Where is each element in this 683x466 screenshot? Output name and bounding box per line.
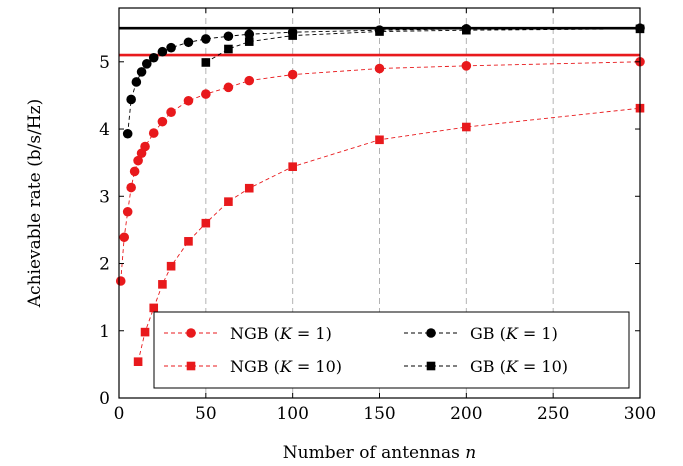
y-tick-label: 2 xyxy=(99,255,110,275)
series-3 xyxy=(122,23,645,139)
y-axis-label: Achievable rate (b/s/Hz) xyxy=(25,99,45,308)
series-4 xyxy=(201,24,645,67)
data-point xyxy=(375,135,384,145)
y-tick-label: 4 xyxy=(99,120,110,140)
data-point xyxy=(288,162,297,171)
legend-label: GB (K = 1) xyxy=(470,324,558,343)
series-line xyxy=(205,28,641,63)
data-point xyxy=(126,182,136,193)
data-point xyxy=(201,89,211,99)
data-point xyxy=(166,42,176,53)
x-tick-label: 200 xyxy=(450,404,482,424)
data-point xyxy=(157,116,168,127)
data-point xyxy=(140,327,150,337)
x-tick-label: 150 xyxy=(363,404,395,424)
y-tick-label: 3 xyxy=(99,187,110,207)
data-point xyxy=(244,37,254,46)
data-point xyxy=(462,25,471,35)
series-line xyxy=(127,27,641,134)
data-point xyxy=(462,122,471,132)
data-point xyxy=(166,261,176,271)
legend-box xyxy=(153,311,630,389)
data-point xyxy=(201,58,211,67)
data-point xyxy=(122,206,133,217)
legend-label: NGB (K = 10) xyxy=(230,357,342,376)
data-point xyxy=(133,357,143,366)
data-point xyxy=(136,67,147,77)
data-point xyxy=(131,77,142,87)
y-tick-label: 1 xyxy=(99,322,110,342)
data-point xyxy=(244,183,254,193)
legend-marker xyxy=(426,328,436,338)
data-point xyxy=(157,46,168,57)
legend-item: GB (K = 10) xyxy=(404,357,568,376)
data-point xyxy=(244,75,255,86)
data-point xyxy=(287,69,298,80)
legend-label: NGB (K = 1) xyxy=(230,324,332,343)
data-point xyxy=(374,63,385,74)
data-point xyxy=(183,37,194,48)
legend-label: GB (K = 10) xyxy=(470,357,568,376)
x-tick-label: 100 xyxy=(276,404,308,424)
data-point xyxy=(183,95,194,106)
legend-marker xyxy=(186,328,196,338)
data-point xyxy=(122,128,133,139)
legend-marker xyxy=(186,361,196,371)
data-point xyxy=(288,31,297,40)
data-point xyxy=(148,52,159,63)
data-point xyxy=(201,34,211,44)
y-tick-label: 0 xyxy=(99,389,110,409)
legend-item: GB (K = 1) xyxy=(404,324,558,343)
data-point xyxy=(223,82,234,93)
data-point xyxy=(184,237,193,246)
data-point xyxy=(158,280,167,289)
data-point xyxy=(133,155,143,166)
data-point xyxy=(148,128,159,138)
data-point xyxy=(224,197,233,206)
series-1 xyxy=(115,56,645,286)
data-point xyxy=(223,31,234,42)
legend-marker xyxy=(426,361,436,371)
data-point xyxy=(166,107,176,118)
legend: NGB (K = 1) GB (K = 1) NGB (K = 10) GB (K =… xyxy=(153,311,630,389)
x-tick-label: 50 xyxy=(195,404,217,424)
data-point xyxy=(149,303,159,313)
data-point xyxy=(129,166,140,177)
legend-item: NGB (K = 1) xyxy=(164,324,332,343)
x-axis-label: Number of antennas n xyxy=(283,443,476,463)
y-tick-label: 5 xyxy=(99,53,110,73)
data-point xyxy=(224,44,233,54)
axis-ticks: 0 50 100 150 200 250 300 0 1 2 3 4 5 xyxy=(99,8,656,424)
data-point xyxy=(244,29,255,40)
legend-item: NGB (K = 10) xyxy=(164,357,342,376)
x-tick-label: 0 xyxy=(114,404,125,424)
series-line xyxy=(120,61,641,282)
data-point xyxy=(375,27,384,36)
x-tick-label: 250 xyxy=(537,404,569,424)
data-point xyxy=(126,94,136,105)
data-point xyxy=(201,218,211,228)
x-tick-label: 300 xyxy=(624,404,656,424)
data-point xyxy=(119,232,130,243)
data-point xyxy=(140,141,150,152)
data-point xyxy=(115,276,126,286)
data-point xyxy=(461,61,472,71)
data-point xyxy=(141,59,152,69)
